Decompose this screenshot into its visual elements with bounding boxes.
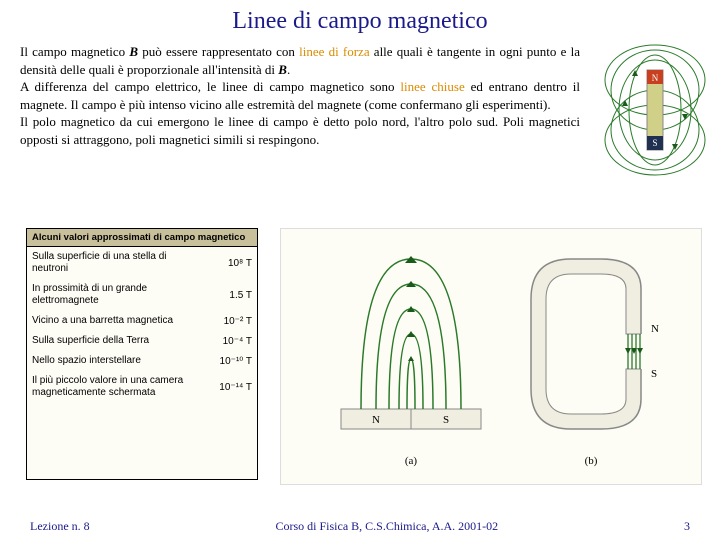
diagram-b: N S (b) bbox=[531, 259, 659, 467]
table-label: Sulla superficie di una stella di neutro… bbox=[32, 251, 197, 275]
table-label: Vicino a una barretta magnetica bbox=[32, 315, 197, 327]
p2-hl: linee chiuse bbox=[400, 79, 464, 94]
paragraph-3: Il polo magnetico da cui emergono le lin… bbox=[20, 113, 580, 148]
svg-text:(a): (a) bbox=[405, 455, 418, 467]
p1-hl: linee di forza bbox=[299, 44, 369, 59]
table-value: 10⁻⁴ T bbox=[197, 336, 252, 347]
table-row: Il più piccolo valore in una camera magn… bbox=[27, 371, 257, 403]
table-row: Sulla superficie di una stella di neutro… bbox=[27, 247, 257, 279]
table-value: 10⁸ T bbox=[197, 258, 252, 269]
paragraph-2: A differenza del campo elettrico, le lin… bbox=[20, 78, 580, 113]
footer: Lezione n. 8 Corso di Fisica B, C.S.Chim… bbox=[0, 519, 720, 534]
footer-left: Lezione n. 8 bbox=[30, 519, 90, 534]
table-label: In prossimità di un grande elettromagnet… bbox=[32, 283, 197, 307]
table-value: 10⁻¹⁴ T bbox=[197, 382, 252, 393]
svg-text:(b): (b) bbox=[585, 455, 598, 467]
table-row: Nello spazio interstellare10⁻¹⁰ T bbox=[27, 351, 257, 371]
table-row: Sulla superficie della Terra10⁻⁴ T bbox=[27, 331, 257, 351]
p1-a: Il campo magnetico bbox=[20, 44, 129, 59]
table-label: Sulla superficie della Terra bbox=[32, 335, 197, 347]
field-diagrams: N S (a) N S (b) bbox=[280, 228, 702, 485]
table-label: Nello spazio interstellare bbox=[32, 355, 197, 367]
body-text: Il campo magnetico B può essere rapprese… bbox=[0, 35, 600, 148]
svg-text:N: N bbox=[372, 414, 380, 426]
bar-magnet-diagram: N S bbox=[600, 40, 710, 180]
p2-a: A differenza del campo elettrico, le lin… bbox=[20, 79, 400, 94]
table-label: Il più piccolo valore in una camera magn… bbox=[32, 375, 197, 399]
paragraph-1: Il campo magnetico B può essere rapprese… bbox=[20, 43, 580, 78]
p1-d: . bbox=[287, 62, 290, 77]
p1-B1: B bbox=[129, 44, 138, 59]
svg-text:S: S bbox=[651, 368, 657, 380]
magnet-s-label: S bbox=[652, 138, 657, 148]
table-row: Vicino a una barretta magnetica10⁻² T bbox=[27, 311, 257, 331]
table-value: 1.5 T bbox=[197, 290, 252, 301]
table-value: 10⁻² T bbox=[197, 316, 252, 327]
table-row: In prossimità di un grande elettromagnet… bbox=[27, 279, 257, 311]
page-title: Linee di campo magnetico bbox=[0, 0, 720, 35]
table-header: Alcuni valori approssimati di campo magn… bbox=[27, 229, 257, 247]
diagram-a: N S (a) bbox=[341, 256, 481, 467]
table-value: 10⁻¹⁰ T bbox=[197, 356, 252, 367]
svg-text:S: S bbox=[443, 414, 449, 426]
footer-right: 3 bbox=[684, 519, 690, 534]
p1-b: può essere rappresentato con bbox=[138, 44, 299, 59]
magnet-n-label: N bbox=[652, 73, 659, 83]
footer-center: Corso di Fisica B, C.S.Chimica, A.A. 200… bbox=[90, 519, 684, 534]
values-table: Alcuni valori approssimati di campo magn… bbox=[26, 228, 258, 480]
svg-text:N: N bbox=[651, 323, 659, 335]
p1-B2: B bbox=[278, 62, 287, 77]
